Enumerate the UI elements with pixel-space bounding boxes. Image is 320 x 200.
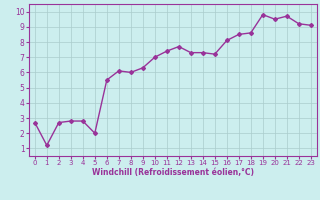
X-axis label: Windchill (Refroidissement éolien,°C): Windchill (Refroidissement éolien,°C) (92, 168, 254, 177)
